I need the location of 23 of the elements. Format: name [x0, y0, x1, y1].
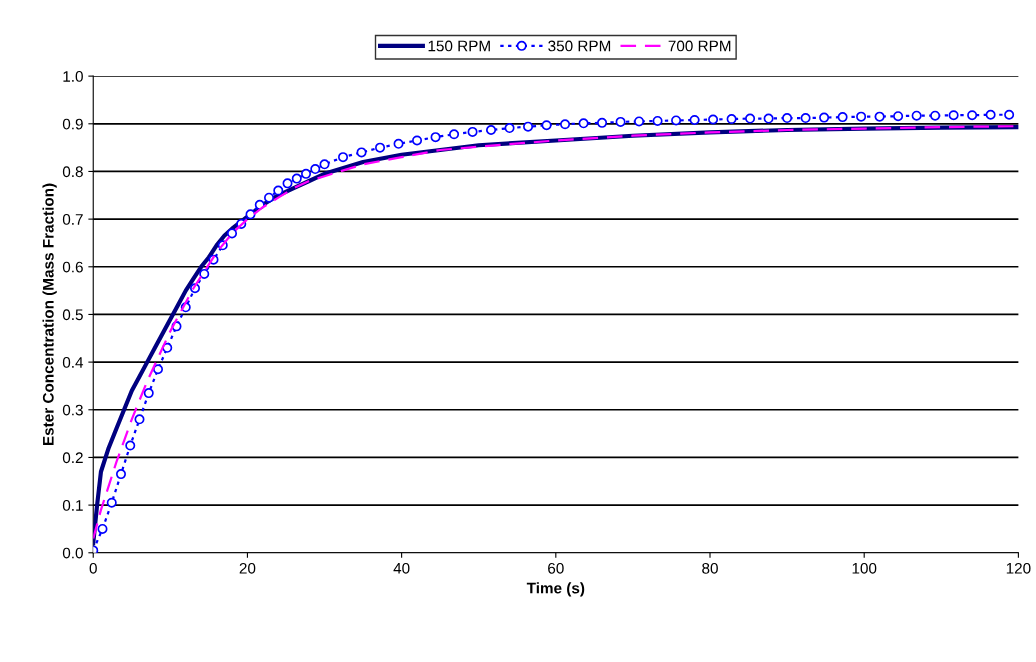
y-tick-label: 0.2	[62, 452, 83, 464]
y-tick-label: 0.3	[62, 404, 83, 416]
y-tick-label: 0.0	[62, 547, 83, 559]
x-tick-label: 60	[548, 562, 564, 574]
y-tick-label: 1.0	[63, 71, 83, 82]
y-tick-label: 0.1	[62, 499, 83, 511]
y-tick-label: 0.5	[62, 309, 83, 321]
legend-label: 350 RPM	[548, 40, 611, 52]
y-tick-label: 0.4	[62, 356, 84, 368]
x-tick-label: 0	[89, 562, 97, 574]
y-tick-label: 0.7	[62, 213, 83, 225]
x-tick-label: 120	[1006, 562, 1031, 574]
y-tick-label: 0.9	[62, 118, 83, 130]
legend-label: 150 RPM	[428, 40, 490, 52]
y-tick-label: 0.6	[62, 261, 83, 273]
x-tick-label: 80	[702, 562, 718, 574]
x-axis-title: Time (s)	[526, 582, 585, 597]
y-tick-label: 0.8	[62, 166, 83, 178]
legend-label: 700 RPM	[668, 40, 731, 52]
x-tick-label: 20	[239, 562, 256, 574]
x-tick-label: 100	[852, 562, 877, 574]
y-axis-title: Ester Concentration (Mass Fraction)	[42, 183, 57, 445]
x-tick-label: 40	[393, 562, 410, 574]
